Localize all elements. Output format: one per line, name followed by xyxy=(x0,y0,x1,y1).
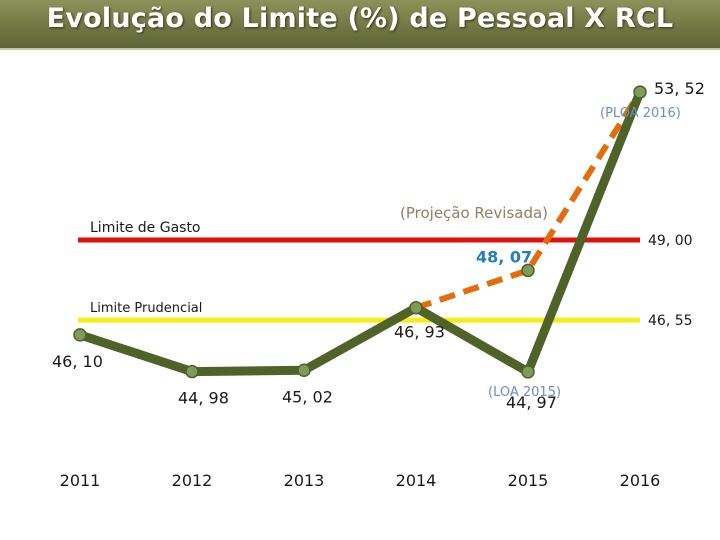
x-tick-2013: 2013 xyxy=(284,471,325,490)
x-tick-2015: 2015 xyxy=(508,471,549,490)
data-label-projecao-2015: 48, 07 xyxy=(476,247,532,266)
page-title: Evolução do Limite (%) de Pessoal X RCL xyxy=(46,3,674,34)
x-tick-2012: 2012 xyxy=(172,471,213,490)
limite-prudencial-value: 46, 55 xyxy=(648,313,693,329)
x-tick-2016: 2016 xyxy=(620,471,661,490)
limite-prudencial-label: Limite Prudencial xyxy=(90,301,202,316)
data-label-2012: 44, 98 xyxy=(178,389,229,408)
data-point-2016 xyxy=(633,85,647,99)
data-label-2011: 46, 10 xyxy=(52,352,103,371)
data-label-2015: 44, 97 xyxy=(506,393,557,412)
data-point-2012 xyxy=(185,364,199,379)
annotation-ploa-2016: (PLOA 2016) xyxy=(600,106,681,121)
annotation-projecao-revisada: (Projeção Revisada) xyxy=(400,204,548,222)
data-label-2014: 46, 93 xyxy=(394,323,445,342)
limite-gasto-value: 49, 00 xyxy=(648,233,693,249)
title-band xyxy=(0,0,720,50)
data-point-2015 xyxy=(521,365,535,379)
annotation-loa-2015: (LOA 2015) xyxy=(488,385,561,400)
projecao-revisada-line xyxy=(415,90,643,311)
data-point-2011 xyxy=(73,328,87,342)
data-label-2016: 53, 52 xyxy=(654,79,705,98)
data-label-2013: 45, 02 xyxy=(282,387,333,406)
data-point-2014 xyxy=(409,300,423,315)
x-tick-2011: 2011 xyxy=(60,471,101,490)
x-tick-2014: 2014 xyxy=(396,471,437,490)
data-point-2013 xyxy=(297,363,311,378)
limite-gasto-label: Limite de Gasto xyxy=(90,220,201,236)
despesa-pessoal-line xyxy=(78,90,645,377)
projection-point-2015 xyxy=(521,263,535,278)
